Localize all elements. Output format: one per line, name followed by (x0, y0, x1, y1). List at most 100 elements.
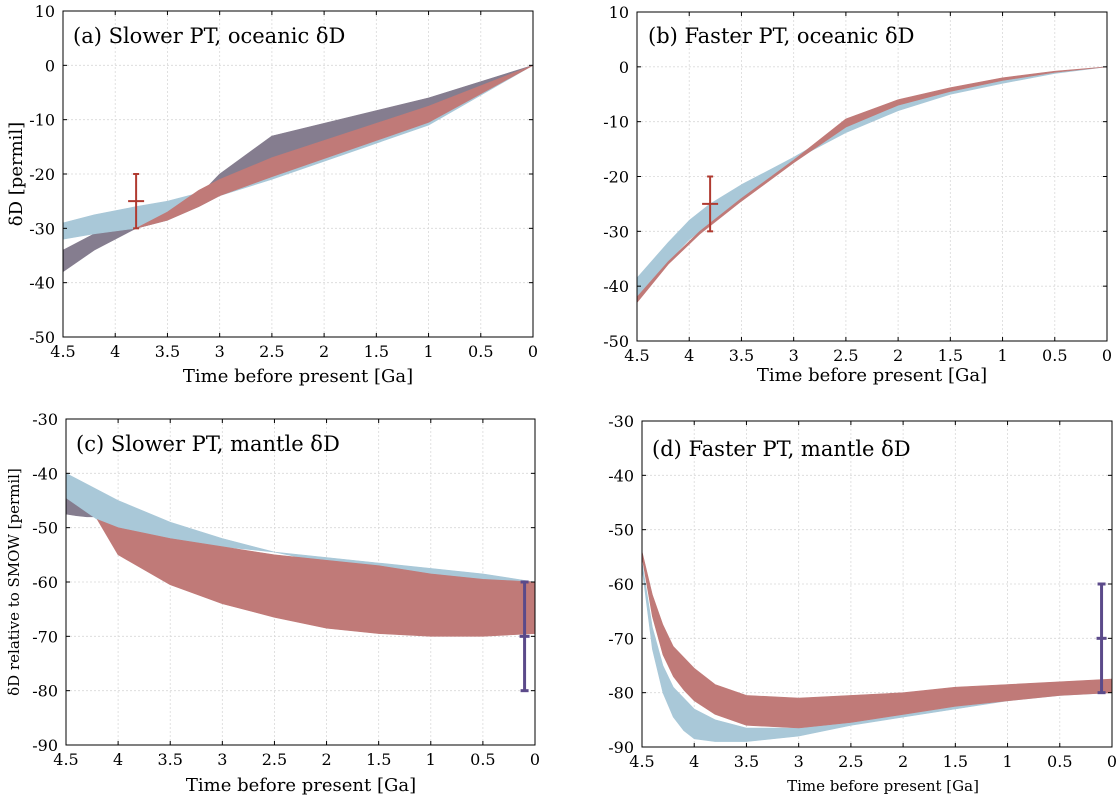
y-tick-label: -30 (603, 222, 629, 241)
error-bar (702, 175, 719, 233)
y-tick-label: 10 (609, 3, 629, 22)
error-bar (128, 173, 145, 230)
x-tick-label: 1.5 (364, 342, 389, 361)
x-tick-label: 3 (215, 342, 225, 361)
x-tick-label: 0 (1102, 346, 1112, 365)
series-blue-band (636, 66, 1108, 298)
panel-d-xticks: 4.5 4 3.5 3 2.5 2 1.5 1 0.5 0 (629, 421, 1117, 771)
panel-b-bands (636, 12, 1108, 341)
y-tick-label: -10 (29, 111, 55, 130)
y-tick-label: -40 (32, 464, 58, 483)
x-tick-label: 4 (689, 752, 699, 771)
series-red-band (135, 65, 534, 229)
x-tick-label: 2 (893, 346, 903, 365)
panel-b-yticks: 10 0 -10 -20 -30 -40 -50 (603, 3, 1107, 351)
panel-d-yticks: -30 -40 -50 -60 -70 -80 -90 (608, 412, 1112, 757)
x-tick-label: 4 (110, 342, 120, 361)
x-tick-label: 1.5 (943, 752, 968, 771)
x-tick-label: 2.5 (833, 346, 858, 365)
x-tick-label: 1.5 (366, 750, 391, 769)
x-tick-label: 4 (684, 346, 694, 365)
y-tick-label: -30 (29, 219, 55, 238)
panel-d-bands (641, 421, 1113, 747)
x-tick-label: 1 (997, 346, 1007, 365)
y-tick-label: -50 (603, 332, 629, 351)
x-tick-label: 0.5 (468, 342, 493, 361)
y-tick-label: -30 (32, 410, 58, 429)
series-red-band (636, 66, 1108, 303)
y-tick-label: -50 (32, 519, 58, 538)
x-tick-label: 3.5 (729, 346, 754, 365)
panel-d-title: (d) Faster PT, mantle δD (652, 437, 911, 461)
panel-c-yticks: -30 -40 -50 -60 -70 -80 -90 (32, 410, 535, 755)
y-tick-label: -80 (608, 684, 634, 703)
panel-c-title: (c) Slower PT, mantle δD (76, 432, 340, 456)
x-tick-label: 4.5 (629, 752, 654, 771)
y-tick-label: -20 (603, 168, 629, 187)
error-bar (1096, 582, 1107, 695)
x-tick-label: 0 (530, 750, 540, 769)
series-blue-band (62, 65, 534, 240)
panel-d-xlabel: Time before present [Ga] (787, 777, 979, 795)
x-tick-label: 0 (1107, 752, 1117, 771)
panel-a-title: (a) Slower PT, oceanic δD (73, 24, 345, 48)
x-tick-label: 3.5 (157, 750, 182, 769)
x-tick-label: 1 (423, 342, 433, 361)
y-tick-label: -60 (608, 575, 634, 594)
x-tick-label: 0.5 (1047, 752, 1072, 771)
panel-b: 4.5 4 3.5 3 2.5 2 1.5 1 0.5 0 100-10-20-30-40-50 … (603, 3, 1112, 386)
panel-b-xlabel: Time before present [Ga] (757, 365, 987, 386)
y-tick-label: -40 (29, 274, 55, 293)
y-tick-label: -40 (603, 277, 629, 296)
x-tick-label: 4.5 (624, 346, 649, 365)
x-tick-label: 3 (794, 752, 804, 771)
x-tick-label: 4.5 (53, 750, 78, 769)
x-tick-label: 2 (321, 750, 331, 769)
panel-c-ylabel: δD relative to SMOW [permil] (5, 468, 23, 696)
y-tick-label: -50 (608, 521, 634, 540)
x-tick-label: 0 (528, 342, 538, 361)
panel-b-title: (b) Faster PT, oceanic δD (648, 24, 914, 48)
error-bar (519, 580, 530, 693)
panel-a-bands (62, 11, 534, 337)
panel-a-xlabel: Time before present [Ga] (183, 366, 413, 387)
panel-a-xticks: 4.5 4 3.5 3 2.5 2 1.5 1 0.5 0 (50, 11, 538, 361)
panel-c-xticks: 4.5 4 3.5 3 2.5 2 1.5 1 0.5 0 (53, 419, 540, 769)
y-tick-label: -80 (32, 682, 58, 701)
series-red-band (641, 551, 1113, 729)
x-tick-label: 3.5 (155, 342, 180, 361)
y-tick-label: -20 (29, 165, 55, 184)
x-tick-label: 3 (789, 346, 799, 365)
y-tick-label: -70 (608, 629, 634, 648)
y-tick-label: -70 (32, 627, 58, 646)
y-tick-label: -90 (608, 738, 634, 757)
x-tick-label: 1 (426, 750, 436, 769)
x-tick-label: 4 (113, 750, 123, 769)
y-tick-label: 0 (45, 56, 55, 75)
x-tick-label: 2 (319, 342, 329, 361)
x-tick-label: 1.5 (938, 346, 963, 365)
x-tick-label: 2.5 (259, 342, 284, 361)
x-tick-label: 3 (217, 750, 227, 769)
y-tick-label: -30 (608, 412, 634, 431)
panel-d: 4.5 4 3.5 3 2.5 2 1.5 1 0.5 0 -30-40-50-60-70-80-… (608, 412, 1117, 795)
y-tick-label: 0 (619, 58, 629, 77)
panel-a-ylabel: δD [permil] (6, 122, 27, 226)
x-tick-label: 2.5 (262, 750, 287, 769)
x-tick-label: 1 (1002, 752, 1012, 771)
x-tick-label: 4.5 (50, 342, 75, 361)
y-tick-label: 10 (35, 2, 55, 21)
x-tick-label: 3.5 (734, 752, 759, 771)
panel-a-yticks: 10 0 -10 -20 -30 -40 -50 (29, 2, 533, 347)
y-tick-label: -50 (29, 328, 55, 347)
y-tick-label: -60 (32, 573, 58, 592)
panel-c-bands (65, 419, 536, 745)
x-tick-label: 0.5 (470, 750, 495, 769)
y-tick-label: -90 (32, 736, 58, 755)
panel-b-xticks: 4.5 4 3.5 3 2.5 2 1.5 1 0.5 0 (624, 12, 1112, 365)
series-red-band (97, 519, 536, 637)
y-tick-label: -10 (603, 113, 629, 132)
panel-c-xlabel: Time before present [Ga] (186, 775, 416, 796)
x-tick-label: 2 (898, 752, 908, 771)
